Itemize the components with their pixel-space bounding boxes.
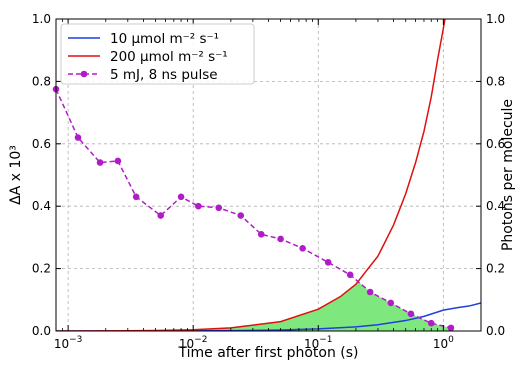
data-point (387, 299, 395, 307)
x-tick-label: 10−3 (54, 335, 83, 351)
y-axis-title: ΔA x 10³ (8, 145, 24, 205)
y-tick-label: 0.4 (32, 199, 51, 213)
data-point (427, 319, 435, 327)
data-point (346, 271, 354, 279)
series-line-2 (56, 88, 452, 329)
y-tick-label: 0.2 (32, 262, 51, 276)
data-point (132, 193, 140, 201)
data-point (215, 204, 223, 212)
y2-tick-label: 0.8 (486, 74, 505, 88)
data-point (177, 193, 185, 201)
x-tick-label: 10−1 (304, 335, 333, 351)
y2-tick-label: 0.2 (486, 262, 505, 276)
y-tick-label: 1.0 (32, 12, 51, 26)
data-point (277, 235, 284, 243)
legend-label-pulse: 5 mJ, 8 ns pulse (110, 67, 218, 83)
data-point (407, 310, 415, 318)
data-point (195, 202, 202, 210)
x-tick-label: 10−2 (179, 335, 208, 351)
ticks: 0.0 0.2 0.4 0.6 0.8 1.0 0.0 0.2 0.4 0.6 0.8 1.0 10−3… (32, 12, 505, 351)
data-point (96, 159, 104, 166)
legend: 10 μmol m⁻² s⁻¹ 200 μmol m⁻² s⁻¹ 5 mJ, 8… (60, 23, 255, 85)
legend-box (60, 23, 255, 85)
data-point (366, 288, 374, 296)
data-point (447, 324, 455, 332)
legend-marker-pulse (80, 70, 88, 78)
legend-label-10-umol: 10 μmol m⁻² s⁻¹ (110, 31, 219, 47)
y-tick-label: 0.0 (32, 324, 51, 338)
x-axis-title: Time after first photon (s) (177, 345, 358, 361)
data-point (299, 245, 306, 252)
y2-axis-title: Photons per molecule (500, 99, 516, 251)
y2-tick-label: 1.0 (486, 12, 505, 26)
overlap-fill-area (56, 281, 451, 331)
data-point (257, 230, 265, 238)
legend-label-200-umol: 200 μmol m⁻² s⁻¹ (110, 49, 228, 65)
data-point (237, 212, 245, 219)
data-point (157, 212, 165, 219)
data-point (74, 134, 82, 141)
x-tick-label: 100 (433, 335, 454, 351)
y2-tick-label: 0.0 (486, 324, 505, 338)
grid (56, 19, 481, 331)
series-line-0 (56, 302, 481, 331)
y-tick-label: 0.6 (32, 137, 51, 151)
y2-tick-label: 0.4 (486, 199, 505, 213)
data-point (324, 259, 332, 266)
data-point (114, 157, 122, 165)
y2-tick-label: 0.6 (486, 137, 505, 151)
y-tick-label: 0.8 (32, 74, 51, 88)
